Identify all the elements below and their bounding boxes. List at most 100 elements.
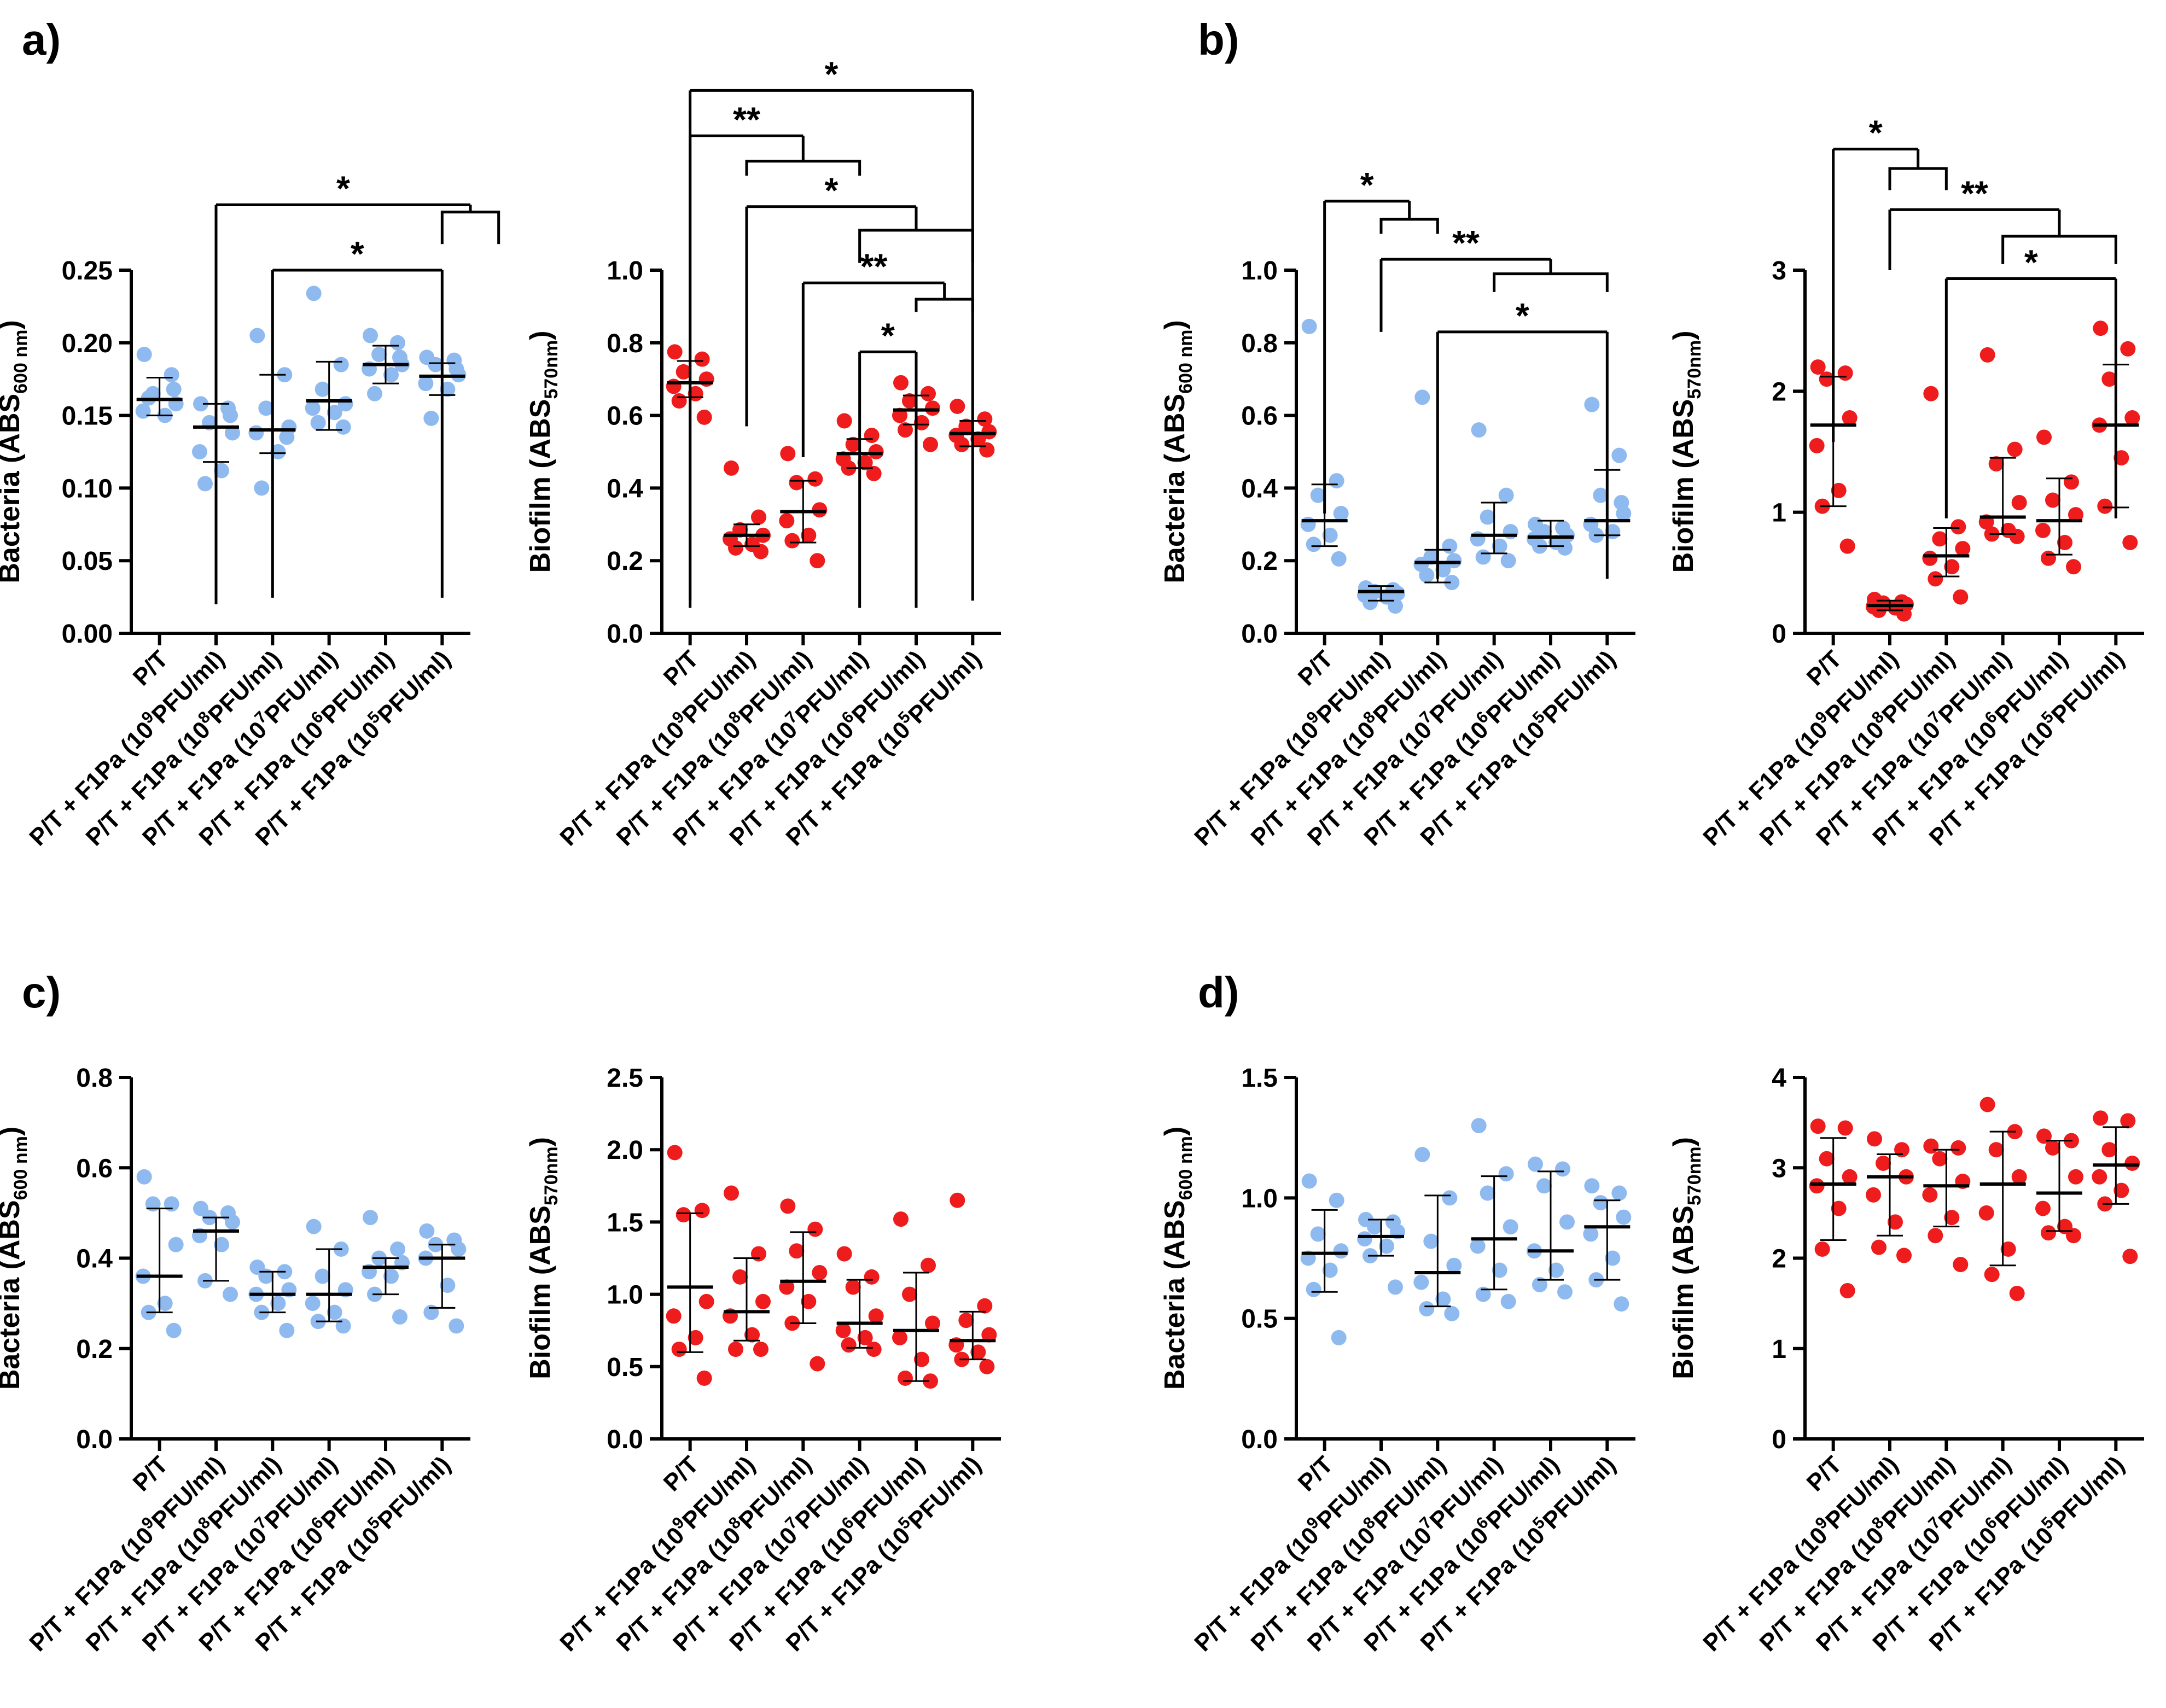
x-category-label: P/T (659, 1451, 704, 1496)
data-point (1310, 1226, 1326, 1242)
data-point (923, 436, 938, 452)
data-point (676, 364, 691, 380)
data-point (2009, 1285, 2025, 1301)
data-point (2124, 1155, 2140, 1171)
data-point (1500, 1293, 1516, 1309)
data-point (1503, 524, 1518, 540)
data-point (2066, 1228, 2081, 1244)
data-point (2000, 1241, 2016, 1257)
data-point (1839, 1283, 1855, 1298)
data-point (779, 1279, 795, 1295)
data-point (2009, 528, 2025, 544)
data-point (270, 444, 286, 459)
data-point (214, 1237, 229, 1252)
y-axis-title: Biofilm (ABS570nm) (1668, 331, 1705, 573)
data-point (1944, 559, 1960, 575)
data-point (333, 357, 349, 372)
data-point (810, 1356, 825, 1372)
data-point (2097, 498, 2113, 514)
data-point (1988, 456, 2004, 472)
data-point (1583, 1226, 1599, 1242)
data-point (1357, 1231, 1372, 1247)
data-point (696, 1370, 712, 1386)
panel-letter-b: b) (1198, 15, 1239, 64)
data-point (979, 1359, 995, 1374)
data-point (249, 328, 265, 343)
data-point (1379, 1238, 1394, 1254)
data-point (315, 1268, 330, 1284)
data-point (1950, 1140, 1966, 1156)
data-point (1955, 541, 1971, 557)
data-point (1819, 1151, 1835, 1167)
y-tick-label: 1.0 (607, 257, 643, 285)
data-point (1839, 538, 1855, 554)
y-tick-label: 4 (1772, 1064, 1786, 1093)
data-point (310, 415, 326, 430)
data-point (451, 1241, 467, 1257)
significance-label: * (351, 234, 364, 273)
data-point (449, 361, 464, 377)
data-point (1831, 482, 1847, 498)
data-point (1322, 527, 1338, 543)
bracket-sub-group (1379, 218, 1439, 234)
y-tick-label: 1.5 (1241, 1064, 1278, 1093)
y-axis-title: Bacteria (ABS600 nm) (0, 1127, 31, 1390)
data-point (950, 399, 965, 414)
y-tick-label: 0.6 (1241, 402, 1278, 431)
data-point (327, 1304, 342, 1320)
y-tick-label: 0.0 (1241, 620, 1278, 649)
y-tick-label: 0.4 (607, 474, 643, 503)
data-point (1616, 1209, 1632, 1225)
data-point (1475, 549, 1491, 565)
data-point (2035, 522, 2051, 538)
y-axis-title: Biofilm (ABS570nm) (525, 1137, 562, 1379)
data-point (428, 357, 444, 372)
y-axis-title-close: ) (0, 320, 26, 329)
data-point (2007, 441, 2023, 457)
data-point (667, 1145, 683, 1161)
data-point (728, 1342, 743, 1357)
y-tick-label: 0.10 (62, 474, 113, 503)
x-category-label: P/T (1802, 645, 1847, 691)
data-point (923, 1373, 938, 1389)
y-tick-label: 2 (1772, 1245, 1786, 1274)
data-point (225, 1214, 240, 1230)
data-point (335, 419, 351, 435)
y-axis-title-subscript: 570nm (1684, 340, 1705, 399)
bracket-sub-group (2001, 235, 2117, 264)
data-point (306, 285, 322, 301)
data-point (315, 381, 330, 397)
data-point (784, 533, 800, 549)
data-point (728, 540, 743, 556)
data-point (1928, 1228, 1943, 1244)
data-point (2092, 1169, 2107, 1185)
y-axis-title-close: ) (1159, 320, 1191, 329)
y-axis-title-subscript: 570nm (541, 340, 562, 399)
data-point (950, 1192, 965, 1208)
data-point (1471, 1118, 1487, 1134)
data-point (977, 1298, 993, 1314)
data-point (914, 415, 929, 430)
data-point (2068, 1169, 2083, 1185)
data-point (1388, 598, 1403, 614)
significance-label: * (2024, 242, 2038, 282)
data-point (676, 1207, 691, 1223)
data-point (1310, 487, 1326, 503)
data-point (1322, 1262, 1338, 1278)
y-axis-title-close: ) (1668, 331, 1699, 340)
data-point (857, 454, 873, 470)
data-point (1548, 1262, 1564, 1278)
y-axis-title-subscript: 600 nm (10, 330, 31, 394)
data-point (258, 400, 274, 416)
y-tick-label: 0.15 (62, 402, 113, 431)
data-point (1471, 422, 1487, 438)
data-point (779, 513, 795, 529)
data-point (694, 351, 710, 367)
y-tick-label: 0.5 (607, 1353, 643, 1382)
y-axis-title-subscript: 570nm (1684, 1146, 1705, 1205)
data-point (921, 386, 936, 401)
significance-label: * (1360, 165, 1374, 205)
y-tick-label: 1.0 (607, 1281, 643, 1310)
